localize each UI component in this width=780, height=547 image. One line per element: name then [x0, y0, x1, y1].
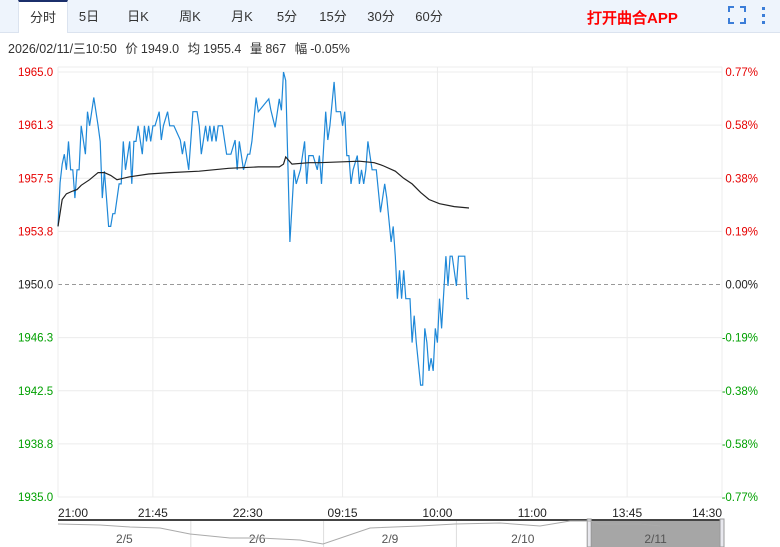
y-tick-label: 1938.8 — [18, 439, 53, 451]
pct-tick-label: 0.19% — [725, 226, 758, 238]
navigator-handle-left[interactable] — [586, 518, 592, 547]
change-label: 幅 — [294, 42, 308, 56]
navigator-date-label: 2/9 — [382, 532, 399, 546]
x-tick-label: 10:00 — [422, 506, 452, 520]
pct-tick-label: -0.58% — [722, 439, 758, 451]
quote-info-line: 2026/02/11/三10:50 价 1949.0 均 1955.4 量 867 幅… — [8, 38, 355, 57]
x-tick-label: 13:45 — [612, 506, 642, 520]
tab-7[interactable]: 30分 — [367, 9, 395, 24]
avg-label: 均 — [187, 42, 201, 56]
x-tick-label: 21:45 — [138, 506, 168, 520]
pct-tick-label: 0.38% — [725, 173, 758, 185]
datetime: 2026/02/11/三10:50 — [8, 42, 117, 56]
y-tick-label: 1946.3 — [18, 333, 53, 345]
navigator-date-label: 2/5 — [116, 532, 133, 546]
tab-3[interactable]: 周K — [179, 9, 201, 24]
price-value: 1949.0 — [140, 42, 180, 56]
pct-tick-label: 0.00% — [725, 280, 758, 292]
period-tab-bar: 分时 5日 日K 周K 月K 5分 15分 30分 60分 打开曲合APP — [0, 0, 780, 33]
price-line — [57, 71, 469, 386]
x-tick-label: 09:15 — [328, 506, 358, 520]
navigator-overview-line — [57, 520, 661, 545]
volume-label: 量 — [249, 42, 263, 56]
time-navigator[interactable]: 2/5 2/6 2/9 2/10 2/11 — [57, 518, 725, 547]
navigator-date-label: 2/10 — [511, 532, 535, 546]
change-value: -0.05% — [310, 42, 350, 56]
navigator-date-label: 2/11 — [644, 532, 667, 546]
pct-tick-label: -0.19% — [722, 333, 758, 345]
x-tick-label: 11:00 — [518, 506, 547, 520]
pct-tick-label: 0.77% — [725, 67, 758, 79]
tab-2[interactable]: 日K — [127, 9, 149, 24]
tab-1[interactable]: 5日 — [78, 9, 100, 24]
y-tick-label: 1942.5 — [18, 386, 53, 398]
open-app-link[interactable]: 打开曲合APP — [587, 10, 678, 27]
y-tick-label: 1950.0 — [18, 280, 53, 292]
x-tick-label: 21:00 — [58, 506, 88, 520]
y-tick-label: 1953.8 — [18, 226, 53, 238]
average-price-line — [57, 155, 470, 227]
avg-value: 1955.4 — [203, 42, 242, 56]
navigator-date-label: 2/6 — [249, 532, 266, 546]
tab-8[interactable]: 60分 — [415, 9, 443, 24]
pct-tick-label: -0.38% — [722, 386, 758, 398]
y-tick-label: 1965.0 — [18, 67, 53, 79]
tab-6[interactable]: 15分 — [319, 9, 347, 24]
navigator-handle-right[interactable] — [719, 518, 725, 547]
pct-tick-label: -0.77% — [722, 492, 758, 504]
y-tick-label: 1935.0 — [18, 492, 53, 504]
pct-tick-label: 0.58% — [725, 120, 758, 132]
tab-0[interactable]: 分时 — [18, 0, 68, 33]
y-tick-label: 1961.3 — [18, 120, 53, 132]
tab-5[interactable]: 5分 — [276, 9, 298, 24]
fullscreen-icon[interactable] — [728, 6, 746, 29]
x-tick-label: 14:30 — [692, 506, 722, 520]
price-label: 价 — [125, 42, 138, 56]
y-tick-label: 1957.5 — [18, 173, 53, 185]
tab-4[interactable]: 月K — [231, 9, 253, 24]
more-vertical-icon[interactable] — [760, 6, 768, 29]
x-tick-label: 22:30 — [233, 506, 263, 520]
volume-value: 867 — [265, 42, 287, 56]
